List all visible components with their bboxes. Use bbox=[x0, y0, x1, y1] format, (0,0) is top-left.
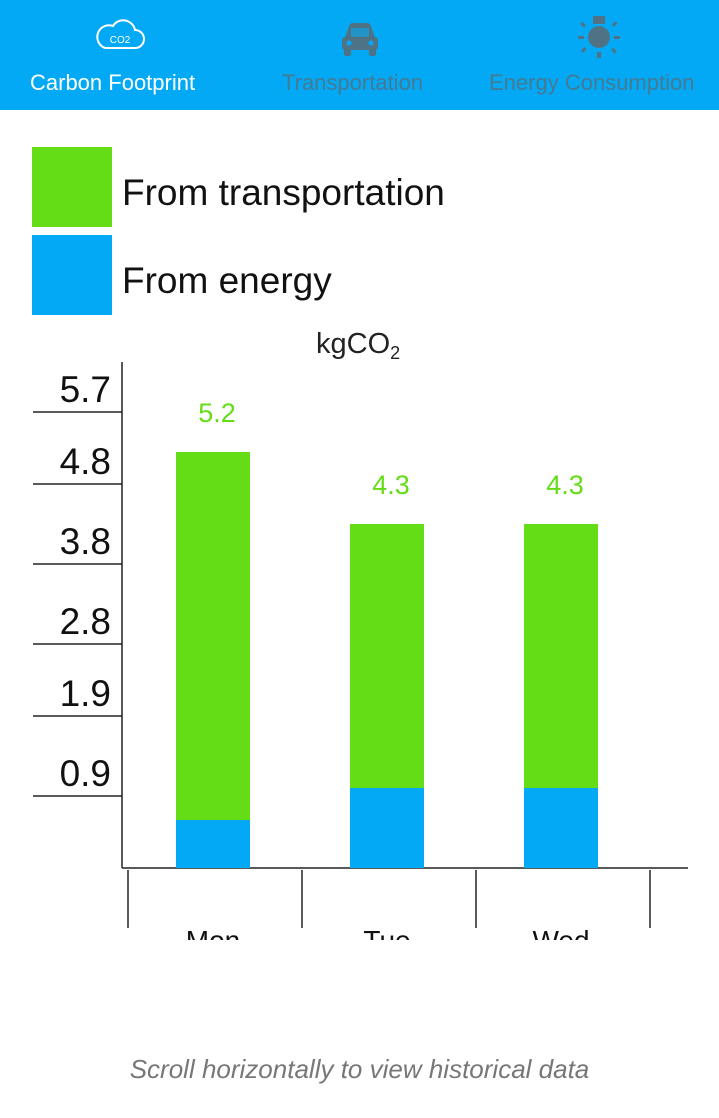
y-tick-label: 2.8 bbox=[60, 601, 111, 642]
svg-text:CO2: CO2 bbox=[110, 35, 131, 46]
bar-total-label: 5.2 bbox=[198, 398, 236, 428]
tab-energy-consumption[interactable]: Energy Consumption bbox=[480, 0, 719, 110]
x-tick-label: Mon bbox=[186, 925, 240, 940]
bar-energy-tue bbox=[350, 788, 424, 868]
lightbulb-icon bbox=[576, 14, 622, 65]
co2-cloud-icon: CO2 bbox=[93, 14, 147, 59]
stacked-bar-chart[interactable]: kgCO2 5.7 4.8 3.8 2.8 1.9 0.9 5.2 Mon 4.3 Tue 4.3 We… bbox=[0, 330, 719, 940]
scroll-hint: Scroll horizontally to view historical d… bbox=[129, 1054, 590, 1084]
y-unit-label: kgCO2 bbox=[316, 330, 400, 363]
tab-carbon-footprint[interactable]: CO2 Carbon Footprint bbox=[0, 0, 240, 110]
tab-label: Energy Consumption bbox=[489, 70, 695, 95]
app-bar: CO2 Carbon Footprint Transportation bbox=[0, 0, 719, 110]
y-tick-label: 1.9 bbox=[60, 673, 111, 714]
bar-transportation-tue bbox=[350, 524, 424, 788]
bar-transportation-wed bbox=[524, 524, 598, 788]
y-tick-label: 5.7 bbox=[60, 369, 111, 410]
y-tick-label: 3.8 bbox=[60, 521, 111, 562]
tab-transportation[interactable]: Transportation bbox=[240, 0, 480, 110]
y-tick-label: 0.9 bbox=[60, 753, 111, 794]
bar-total-label: 4.3 bbox=[372, 470, 410, 500]
car-icon bbox=[340, 20, 380, 63]
bar-energy-wed bbox=[524, 788, 598, 868]
legend-swatch-energy bbox=[32, 235, 112, 315]
bar-total-label: 4.3 bbox=[546, 470, 584, 500]
x-tick-label: Tue bbox=[363, 925, 410, 940]
tab-label: Transportation bbox=[282, 70, 424, 95]
legend-label: From transportation bbox=[122, 172, 445, 213]
tab-label: Carbon Footprint bbox=[30, 70, 196, 95]
bar-energy-mon bbox=[176, 820, 250, 868]
bar-transportation-mon bbox=[176, 452, 250, 820]
legend-label: From energy bbox=[122, 260, 332, 301]
legend-swatch-transportation bbox=[32, 147, 112, 227]
y-tick-label: 4.8 bbox=[60, 441, 111, 482]
x-tick-label: Wed bbox=[532, 925, 589, 940]
